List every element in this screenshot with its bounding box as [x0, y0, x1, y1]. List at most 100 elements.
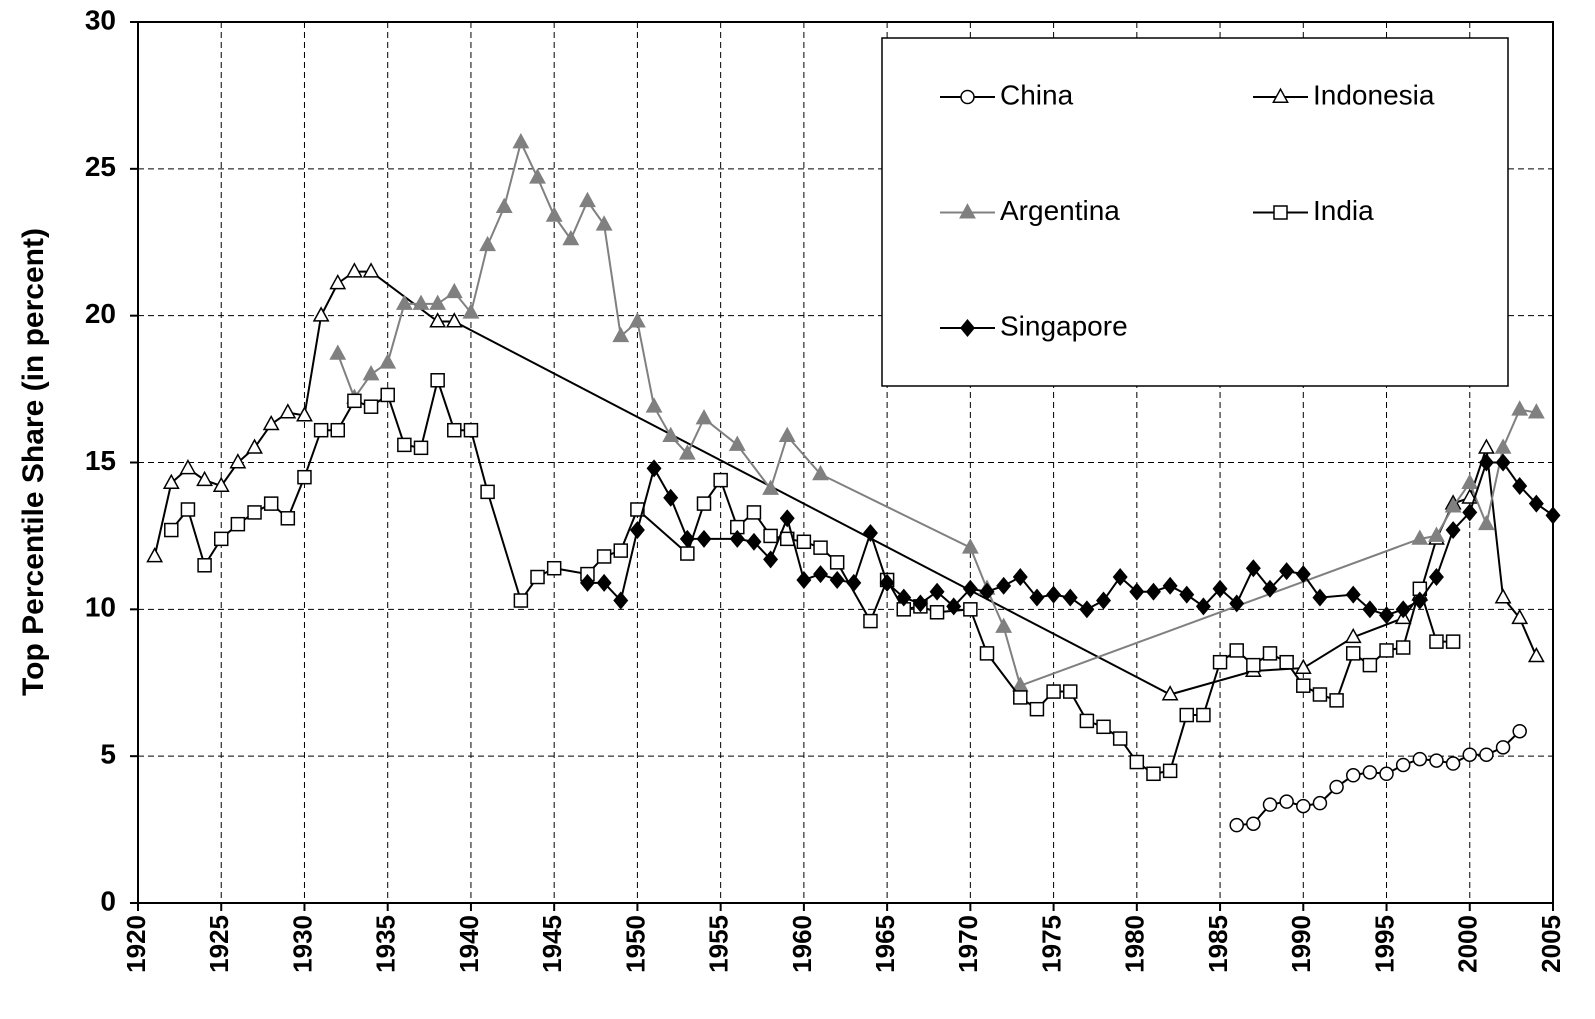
point	[1379, 766, 1394, 782]
point	[1461, 473, 1479, 490]
point	[1062, 684, 1078, 699]
point	[1229, 643, 1244, 658]
point	[1196, 707, 1211, 723]
x-tick-label: 1980	[1120, 915, 1150, 973]
x-tick-label: 1950	[620, 915, 650, 973]
x-tick-label: 1930	[287, 915, 317, 973]
point	[1312, 687, 1328, 702]
point	[813, 540, 828, 555]
point	[1511, 400, 1529, 416]
x-tick-label: 1945	[537, 915, 567, 973]
point	[263, 496, 279, 511]
point	[146, 547, 164, 563]
point	[879, 573, 895, 592]
point	[1545, 506, 1561, 525]
point	[412, 294, 430, 310]
legend-marker	[1272, 87, 1289, 103]
point	[1096, 719, 1111, 735]
point	[1395, 640, 1411, 655]
point	[512, 133, 530, 149]
point	[1013, 690, 1028, 705]
y-tick-label: 0	[100, 885, 116, 916]
point	[430, 373, 445, 388]
x-tick-label: 1955	[704, 915, 734, 973]
point	[313, 422, 329, 438]
point	[463, 422, 479, 438]
point	[1379, 643, 1394, 658]
point	[963, 602, 978, 617]
point	[513, 593, 529, 608]
point	[1428, 526, 1445, 542]
point	[1012, 568, 1028, 587]
series	[579, 453, 1561, 625]
point	[213, 531, 229, 547]
point	[480, 484, 495, 500]
point	[1279, 562, 1295, 581]
point	[1362, 600, 1378, 619]
point	[329, 274, 347, 290]
point	[1494, 588, 1512, 604]
point	[995, 617, 1013, 633]
point	[779, 509, 795, 528]
point	[1512, 723, 1527, 739]
plot-frame	[137, 21, 1554, 904]
point	[1412, 751, 1428, 767]
point	[1279, 794, 1294, 809]
point	[230, 516, 246, 532]
point	[1445, 521, 1461, 540]
point	[680, 546, 695, 561]
point	[445, 282, 463, 299]
point	[395, 294, 413, 310]
point	[596, 573, 612, 592]
point	[645, 397, 663, 413]
point	[297, 469, 312, 485]
point	[1179, 585, 1195, 604]
point	[1444, 497, 1462, 513]
point	[1462, 747, 1478, 762]
point	[1112, 568, 1128, 587]
x-tick-label: 1925	[204, 915, 234, 973]
x-tick-label: 1920	[121, 915, 151, 973]
point	[1512, 477, 1528, 495]
point	[1179, 707, 1195, 723]
point	[280, 511, 296, 526]
point	[812, 464, 829, 481]
series	[329, 133, 1545, 692]
point	[397, 437, 412, 453]
point	[813, 565, 829, 584]
point	[762, 479, 780, 495]
point	[912, 594, 928, 613]
point	[429, 312, 447, 328]
point	[1379, 606, 1395, 625]
point	[1161, 685, 1179, 701]
point	[1477, 514, 1495, 531]
point	[1462, 503, 1478, 522]
point	[979, 646, 995, 661]
series	[1229, 723, 1527, 833]
legend-marker	[960, 319, 975, 337]
point	[713, 472, 728, 488]
point	[1294, 658, 1312, 675]
point	[1129, 754, 1145, 770]
point	[579, 191, 596, 208]
point	[696, 529, 712, 548]
x-tick-label: 1935	[371, 915, 401, 973]
x-tick-label: 1975	[1036, 915, 1066, 973]
x-tick-label: 1995	[1369, 915, 1399, 973]
y-tick-label: 15	[85, 445, 116, 476]
y-tick-label: 25	[85, 151, 116, 182]
point	[1329, 779, 1344, 795]
point	[413, 440, 429, 456]
point	[1096, 591, 1112, 610]
point	[1262, 579, 1278, 598]
point	[662, 426, 680, 443]
point	[1029, 701, 1045, 717]
point	[1246, 816, 1261, 831]
point	[312, 306, 330, 322]
point	[462, 303, 480, 319]
point	[1412, 591, 1428, 610]
point	[246, 438, 263, 454]
point	[695, 409, 713, 425]
point	[1246, 657, 1261, 673]
